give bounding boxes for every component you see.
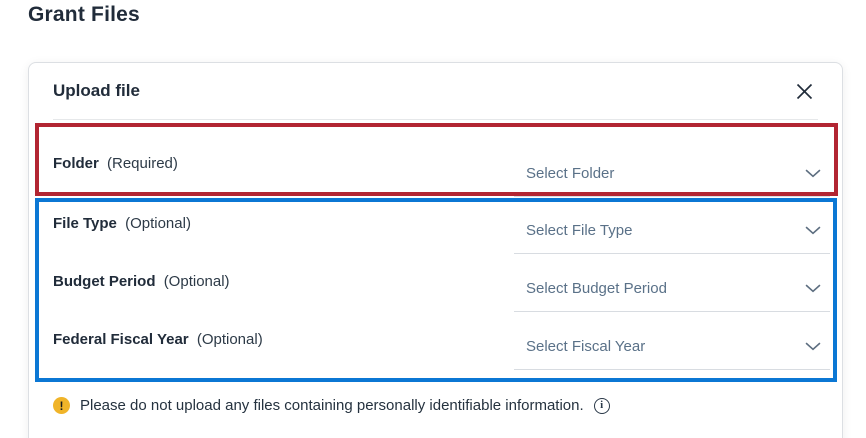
folder-label: Folder (Required) — [53, 155, 178, 172]
folder-select[interactable]: Select Folder — [514, 151, 830, 197]
form-row-budget-period: Budget Period (Optional) Select Budget P… — [53, 257, 830, 315]
form-row-file-type: File Type (Optional) Select File Type — [53, 199, 830, 257]
upload-file-modal: Upload file Folder (Required) Select Fol… — [28, 62, 843, 438]
modal-title: Upload file — [53, 81, 140, 100]
page-title: Grant Files — [28, 3, 140, 26]
close-icon — [795, 82, 814, 101]
modal-header: Upload file — [53, 63, 818, 120]
file-type-label: File Type (Optional) — [53, 215, 191, 232]
file-type-select[interactable]: Select File Type — [514, 208, 830, 254]
fiscal-year-select-value: Select Fiscal Year — [526, 338, 646, 355]
warning-icon: ! — [53, 397, 70, 414]
pii-warning: ! Please do not upload any files contain… — [53, 397, 818, 414]
budget-period-label: Budget Period (Optional) — [53, 273, 230, 290]
file-type-select-value: Select File Type — [526, 222, 633, 239]
chevron-down-icon — [805, 169, 821, 178]
budget-period-select-value: Select Budget Period — [526, 280, 667, 297]
budget-period-select[interactable]: Select Budget Period — [514, 266, 830, 312]
fiscal-year-select[interactable]: Select Fiscal Year — [514, 324, 830, 370]
chevron-down-icon — [805, 342, 821, 351]
form-row-folder: Folder (Required) Select Folder — [53, 124, 830, 197]
chevron-down-icon — [805, 284, 821, 293]
pii-warning-text: Please do not upload any files containin… — [80, 397, 584, 414]
fiscal-year-label: Federal Fiscal Year (Optional) — [53, 331, 263, 348]
chevron-down-icon — [805, 226, 821, 235]
form-row-fiscal-year: Federal Fiscal Year (Optional) Select Fi… — [53, 315, 830, 373]
folder-select-value: Select Folder — [526, 165, 615, 182]
info-icon[interactable]: i — [593, 397, 610, 414]
close-button[interactable] — [791, 78, 818, 105]
